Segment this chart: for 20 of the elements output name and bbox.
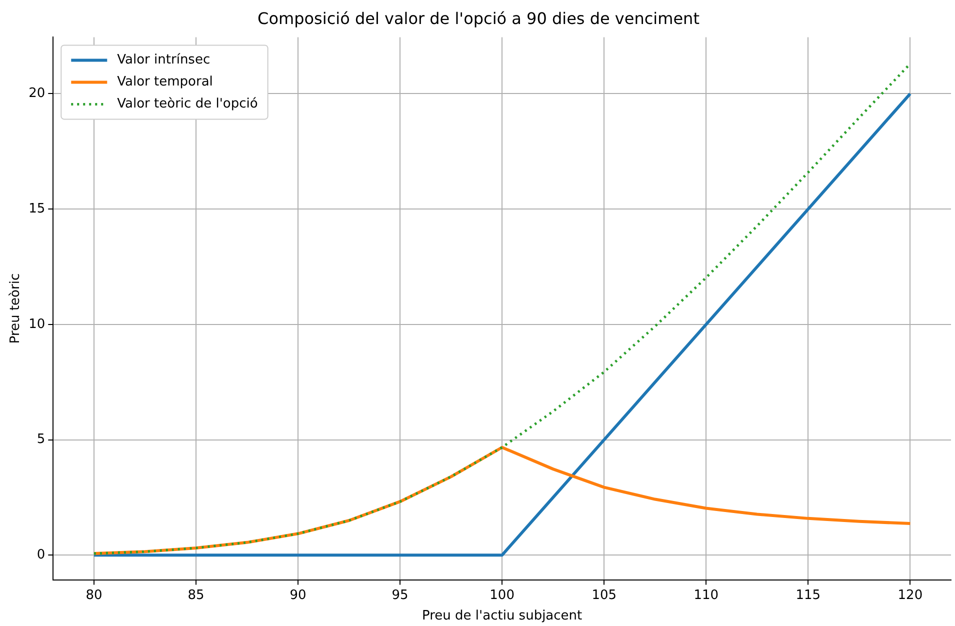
x-axis-title: Preu de l'actiu subjacent	[422, 608, 582, 624]
y-tick-label: 0	[36, 547, 46, 562]
y-tick-label: 10	[28, 316, 46, 332]
x-tick-label: 100	[490, 588, 514, 603]
x-tick-label: 95	[392, 588, 408, 603]
y-tick-label: 20	[28, 86, 46, 102]
x-tick-label: 110	[694, 588, 719, 603]
x-tick-label: 90	[290, 588, 306, 603]
legend-label: Valor teòric de l'opció	[117, 96, 258, 112]
y-tick-label: 5	[36, 432, 46, 448]
x-tick-label: 85	[188, 588, 204, 603]
chart-title: Composició del valor de l'opció a 90 dies de venciment	[258, 8, 700, 28]
y-axis-title: Preu teòric	[8, 273, 24, 344]
x-tick-label: 120	[898, 588, 923, 603]
y-tick-label: 15	[28, 201, 46, 216]
legend-label: Valor intrínsec	[117, 52, 210, 68]
x-tick-label: 115	[796, 588, 821, 603]
x-tick-label: 80	[86, 588, 102, 603]
legend-label: Valor temporal	[117, 74, 213, 90]
x-tick-label: 105	[592, 588, 617, 603]
